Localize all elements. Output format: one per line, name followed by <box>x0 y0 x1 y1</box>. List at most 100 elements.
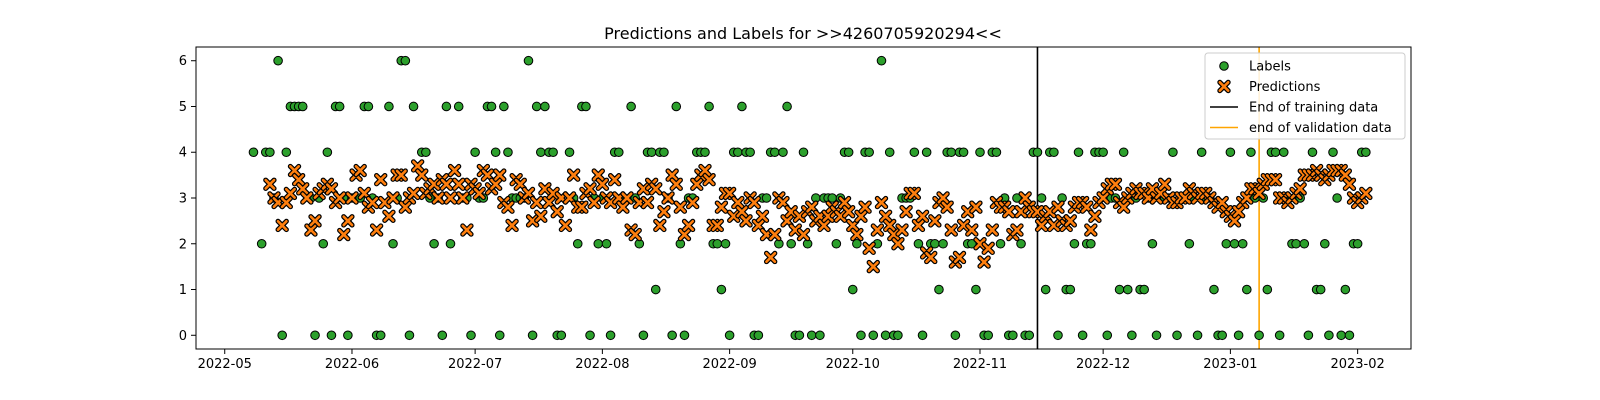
prediction-point <box>685 195 700 210</box>
label-point <box>913 238 924 249</box>
label-point <box>733 147 743 158</box>
legend: Labels Predictions End of training data end… <box>1204 52 1406 140</box>
prediction-point <box>550 205 564 219</box>
label-point <box>445 238 456 249</box>
label-point <box>421 147 431 158</box>
label-point <box>667 330 677 341</box>
prediction-point <box>279 195 294 210</box>
label-point <box>950 330 961 341</box>
prediction-point <box>275 218 289 233</box>
label-point <box>1012 193 1022 203</box>
prediction-point <box>595 177 610 191</box>
prediction-point <box>747 195 761 210</box>
prediction-point <box>870 223 885 237</box>
label-point <box>1086 238 1096 249</box>
label-point <box>1274 330 1285 341</box>
label-point <box>297 101 308 112</box>
label-point <box>958 147 969 158</box>
prediction-point <box>669 177 683 191</box>
label-point <box>712 238 723 249</box>
label-point <box>585 330 595 341</box>
label-point <box>843 147 854 158</box>
prediction-point <box>1338 168 1353 182</box>
label-point <box>991 147 1002 158</box>
prediction-point <box>907 186 922 201</box>
label-point <box>441 101 452 112</box>
label-point <box>880 330 891 341</box>
prediction-point <box>681 218 696 233</box>
prediction-point <box>965 223 979 237</box>
prediction-point <box>1047 218 1061 233</box>
label-point <box>535 147 546 158</box>
label-point <box>343 330 353 341</box>
prediction-point <box>727 209 741 224</box>
prediction-point <box>558 218 573 233</box>
prediction-point <box>866 259 880 274</box>
prediction-point <box>456 191 470 205</box>
label-point <box>1278 147 1289 158</box>
label-point <box>946 147 957 158</box>
prediction-point <box>858 200 872 214</box>
prediction-point <box>628 227 642 242</box>
prediction-point <box>882 218 897 233</box>
label-point <box>1073 147 1084 158</box>
label-point <box>400 55 411 66</box>
label-point <box>1024 330 1035 341</box>
label-point <box>1352 238 1363 249</box>
prediction-point <box>1108 177 1123 191</box>
prediction-point <box>493 168 507 182</box>
label-point <box>1361 147 1371 158</box>
prediction-point <box>575 200 589 214</box>
prediction-point <box>924 250 938 265</box>
prediction-point <box>341 214 355 228</box>
label-point <box>1098 147 1108 158</box>
label-point <box>934 284 944 295</box>
prediction-point <box>1231 205 1246 219</box>
legend-label: Predictions <box>1249 80 1321 95</box>
prediction-point <box>386 191 400 205</box>
label-point <box>318 238 329 249</box>
label-point <box>363 101 374 112</box>
prediction-point <box>1268 172 1283 187</box>
prediction-point <box>538 182 552 196</box>
label-point <box>531 101 542 112</box>
prediction-point <box>1293 182 1307 196</box>
prediction-point <box>1084 223 1098 237</box>
prediction-point <box>1043 205 1057 219</box>
label-point <box>794 330 805 341</box>
label-point <box>503 147 513 158</box>
label-point <box>523 55 534 66</box>
prediction-point <box>620 191 634 205</box>
prediction-point <box>940 200 954 214</box>
label-point <box>983 330 994 341</box>
prediction-point <box>653 218 667 233</box>
y-tick-label: 3 <box>179 192 187 207</box>
prediction-point <box>443 191 458 205</box>
prediction-point <box>410 159 425 173</box>
prediction-point <box>415 168 429 182</box>
label-point <box>388 238 398 249</box>
prediction-point <box>768 227 782 242</box>
label-point <box>613 147 624 158</box>
prediction-point <box>365 195 380 210</box>
label-point <box>856 330 866 341</box>
prediction-point <box>345 191 359 205</box>
prediction-point <box>1359 186 1373 201</box>
prediction-point <box>369 223 384 237</box>
prediction-point <box>755 209 770 224</box>
prediction-point <box>1010 223 1024 237</box>
y-tick-label: 1 <box>179 283 187 298</box>
label-point <box>1008 330 1018 341</box>
prediction-point <box>690 177 704 191</box>
label-point <box>638 330 649 341</box>
y-tick-label: 0 <box>179 329 187 344</box>
prediction-point <box>427 177 441 191</box>
label-point <box>548 147 558 158</box>
prediction-point <box>841 205 856 219</box>
label-point <box>1254 330 1264 341</box>
prediction-point <box>850 227 864 242</box>
prediction-point <box>714 200 729 214</box>
label-point <box>1151 330 1162 341</box>
legend-label: end of validation data <box>1249 121 1392 136</box>
